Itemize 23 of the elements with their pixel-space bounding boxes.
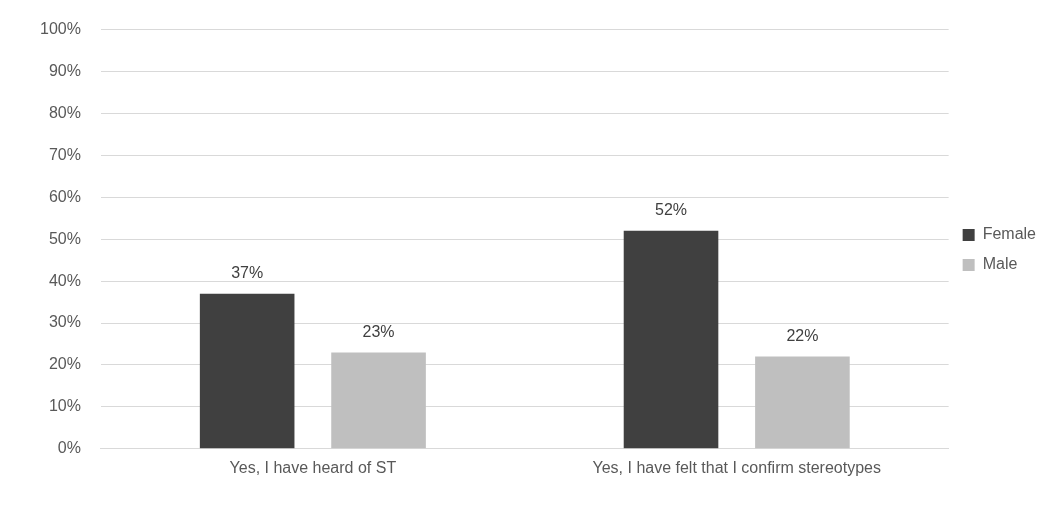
bar	[331, 352, 426, 449]
y-tick-label: 80%	[48, 103, 81, 121]
legend-label: Female	[982, 225, 1037, 243]
y-tick-label: 60%	[48, 187, 81, 205]
data-label: 37%	[231, 264, 264, 282]
y-tick-label: 90%	[48, 61, 81, 79]
y-tick-label: 40%	[48, 271, 81, 289]
x-tick-label: Yes, I have felt that I confirm stereotypes	[592, 458, 881, 476]
data-label: 52%	[655, 201, 688, 219]
data-label: 23%	[362, 322, 395, 340]
y-tick-label: 50%	[48, 229, 81, 247]
x-tick-label: Yes, I have heard of ST	[229, 458, 397, 476]
y-tick-label: 20%	[48, 355, 81, 373]
data-label: 22%	[786, 326, 819, 344]
y-tick-label: 70%	[48, 145, 81, 163]
bar	[623, 230, 719, 449]
y-tick-label: 0%	[57, 439, 81, 457]
y-tick-label: 100%	[40, 20, 81, 38]
y-tick-label: 30%	[48, 313, 81, 331]
legend-label: Male	[982, 255, 1018, 273]
bar	[199, 293, 295, 449]
y-tick-label: 10%	[48, 397, 81, 415]
bar	[755, 356, 850, 449]
